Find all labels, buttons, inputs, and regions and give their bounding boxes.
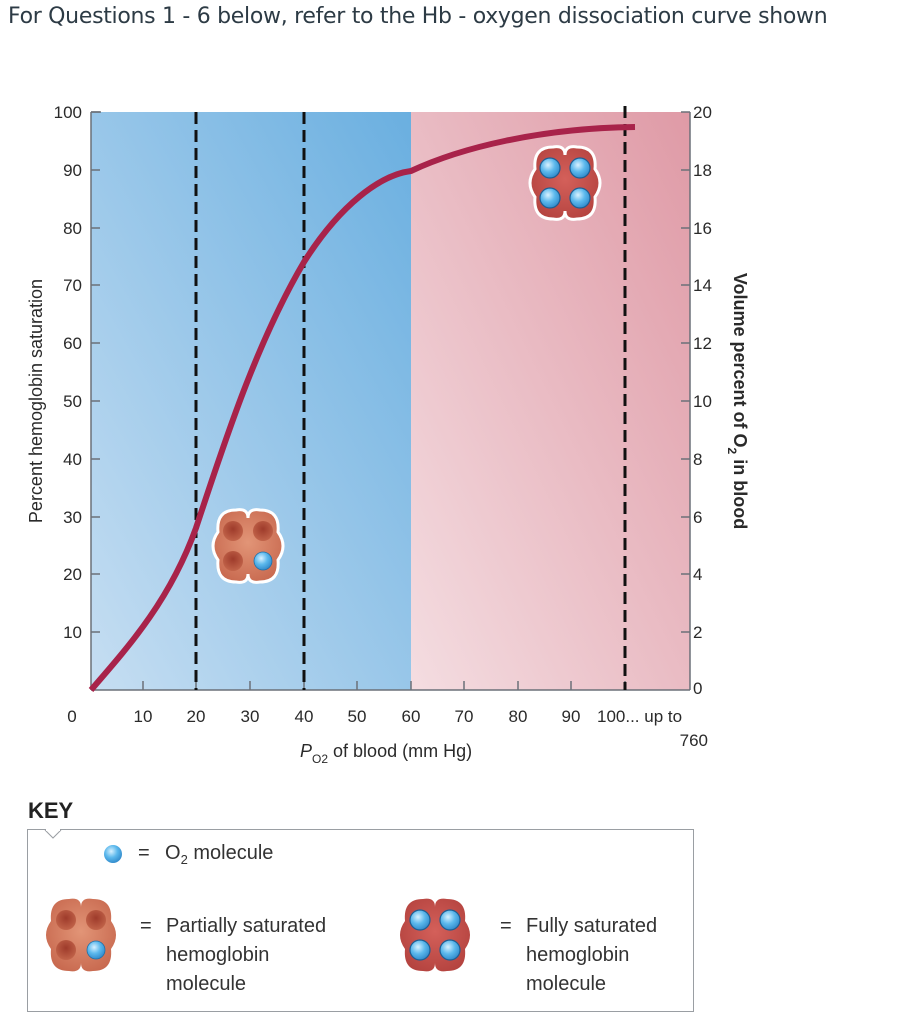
left-y-tick-labels: 100 90 80 70 60 50 40 30 20 10 [54, 103, 82, 642]
key-fully-saturated-icon [400, 898, 470, 972]
svg-text:20: 20 [63, 565, 82, 584]
svg-text:100: 100 [54, 103, 82, 122]
low-po2-region [91, 112, 411, 690]
svg-text:60: 60 [63, 334, 82, 353]
svg-text:40: 40 [295, 707, 314, 726]
svg-text:4: 4 [693, 565, 702, 584]
svg-text:70: 70 [455, 707, 474, 726]
left-y-axis-title: Percent hemoglobin saturation [26, 279, 46, 523]
key-box: = O2 molecule = Partially saturated hemo… [27, 829, 694, 1012]
svg-text:0: 0 [67, 707, 76, 726]
o2-molecule-icon [104, 845, 122, 863]
svg-text:10: 10 [134, 707, 153, 726]
reference-lines [194, 106, 627, 690]
svg-text:2: 2 [693, 623, 702, 642]
svg-text:20: 20 [693, 103, 712, 122]
svg-text:8: 8 [693, 450, 702, 469]
svg-text:50: 50 [348, 707, 367, 726]
svg-text:760: 760 [680, 731, 708, 750]
svg-text:6: 6 [693, 508, 702, 527]
svg-text:100... up to: 100... up to [597, 707, 682, 726]
key-graphics [44, 829, 470, 972]
svg-text:50: 50 [63, 392, 82, 411]
svg-text:30: 30 [241, 707, 260, 726]
key-equals-full: = [500, 915, 512, 937]
svg-text:10: 10 [693, 392, 712, 411]
svg-text:60: 60 [402, 707, 421, 726]
right-y-ticks [681, 111, 690, 633]
key-equals-o2: = [138, 842, 150, 864]
svg-text:90: 90 [63, 161, 82, 180]
key-partially-saturated-icon [46, 898, 116, 972]
key-partial-label: Partially saturated hemoglobin molecule [166, 915, 327, 995]
key-o2-label: O2 molecule [165, 842, 274, 867]
svg-text:16: 16 [693, 219, 712, 238]
x-axis-title: PO2 of blood (mm Hg) [300, 741, 472, 766]
svg-text:14: 14 [693, 276, 712, 295]
key-title: KEY [28, 798, 74, 823]
svg-text:0: 0 [693, 679, 702, 698]
svg-text:10: 10 [63, 623, 82, 642]
right-y-axis-title: Volume percent of O2 in blood [725, 273, 750, 529]
left-y-ticks [91, 111, 100, 633]
oxygen-dissociation-chart: 100 90 80 70 60 50 40 30 20 10 20 18 16 … [26, 103, 750, 766]
fully-saturated-hemoglobin-icon [528, 145, 602, 221]
x-tick-labels: 0 10 20 30 40 50 60 70 80 90 100... up t… [67, 707, 708, 750]
svg-text:40: 40 [63, 450, 82, 469]
partially-saturated-hemoglobin-icon [211, 508, 285, 584]
svg-text:12: 12 [693, 334, 712, 353]
svg-text:70: 70 [63, 276, 82, 295]
svg-text:90: 90 [562, 707, 581, 726]
svg-text:18: 18 [693, 161, 712, 180]
right-y-tick-labels: 20 18 16 14 12 10 8 6 4 2 0 [693, 103, 712, 698]
question-text: For Questions 1 - 6 below, refer to the … [8, 4, 828, 29]
svg-text:30: 30 [63, 508, 82, 527]
dissociation-curve [88, 124, 636, 692]
key-equals-partial: = [140, 915, 152, 937]
svg-text:80: 80 [509, 707, 528, 726]
key-full-label: Fully saturated hemoglobin molecule [526, 915, 658, 995]
svg-text:20: 20 [187, 707, 206, 726]
svg-text:80: 80 [63, 219, 82, 238]
